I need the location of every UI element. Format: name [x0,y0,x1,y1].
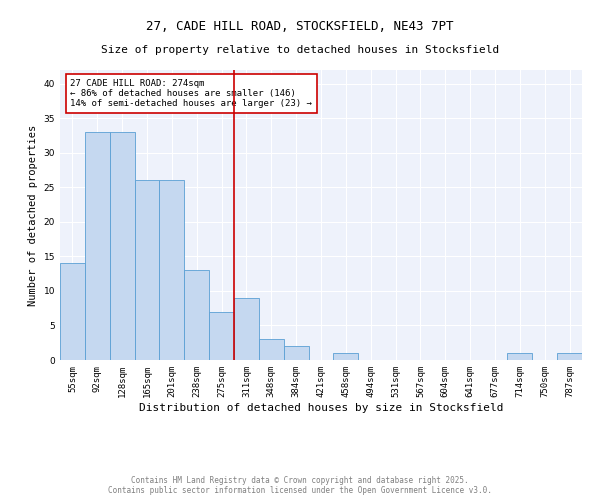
Bar [134,180,160,360]
Bar [85,132,110,360]
Bar [557,353,582,360]
Y-axis label: Number of detached properties: Number of detached properties [28,124,38,306]
Bar [209,312,234,360]
Bar [160,180,184,360]
Text: 27, CADE HILL ROAD, STOCKSFIELD, NE43 7PT: 27, CADE HILL ROAD, STOCKSFIELD, NE43 7P… [146,20,454,33]
Bar [60,264,85,360]
Text: Contains HM Land Registry data © Crown copyright and database right 2025.
Contai: Contains HM Land Registry data © Crown c… [108,476,492,495]
Bar [259,340,284,360]
Bar [234,298,259,360]
Bar [184,270,209,360]
Bar [284,346,308,360]
X-axis label: Distribution of detached houses by size in Stocksfield: Distribution of detached houses by size … [139,402,503,412]
Bar [110,132,134,360]
Bar [508,353,532,360]
Text: Size of property relative to detached houses in Stocksfield: Size of property relative to detached ho… [101,45,499,55]
Text: 27 CADE HILL ROAD: 274sqm
← 86% of detached houses are smaller (146)
14% of semi: 27 CADE HILL ROAD: 274sqm ← 86% of detac… [70,78,313,108]
Bar [334,353,358,360]
